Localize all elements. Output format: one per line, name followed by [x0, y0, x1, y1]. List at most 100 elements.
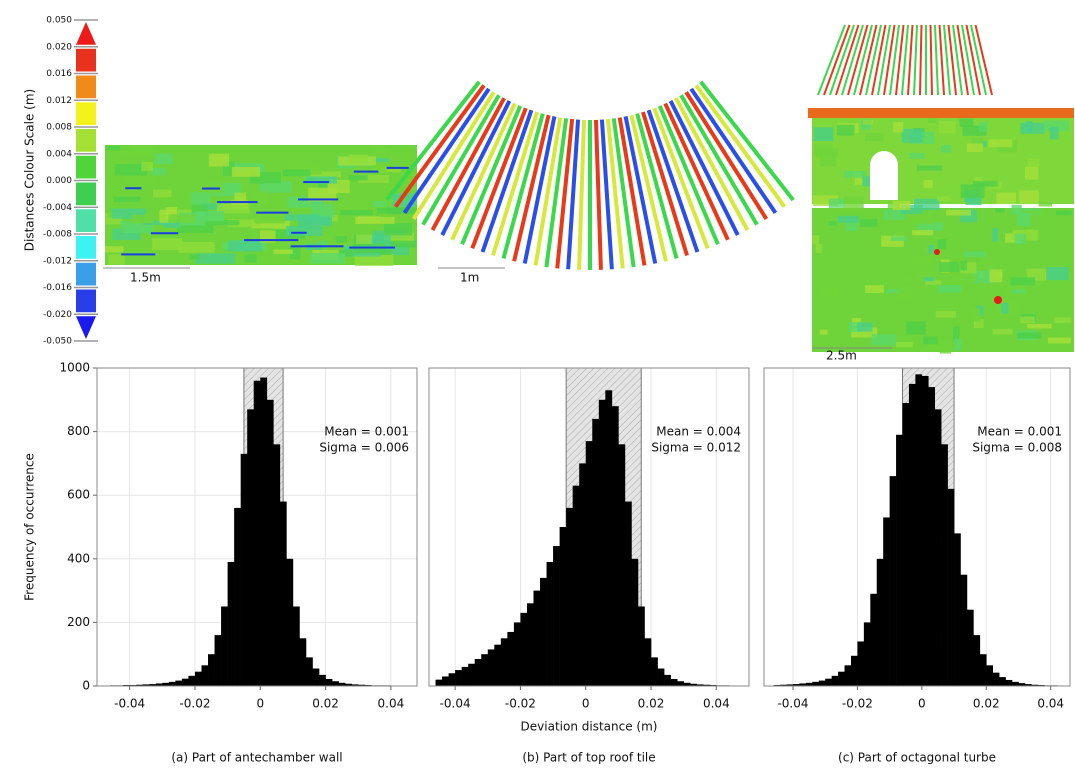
cloud-joint — [121, 253, 155, 255]
cloud-patch — [844, 196, 864, 209]
histogram-bar — [973, 635, 980, 686]
histogram-bar — [664, 675, 671, 686]
histogram-bar — [553, 546, 560, 686]
cloud-patch — [928, 118, 936, 123]
cloud-patch — [993, 329, 1013, 334]
roof-strip — [931, 25, 933, 95]
cloud-patch — [961, 261, 967, 271]
histogram-bar — [234, 508, 241, 686]
cloud-patch — [979, 122, 988, 132]
histogram-bar — [481, 654, 488, 686]
cloud-patch — [228, 240, 262, 251]
cloud-patch — [812, 235, 819, 244]
cloud-patch — [355, 217, 394, 224]
histogram-bar — [922, 376, 929, 686]
cloud-patch — [940, 341, 951, 354]
colour-scale-swatch — [76, 236, 96, 259]
cloud-patch — [244, 254, 256, 262]
cloud-patch — [891, 237, 906, 241]
cloud-patch — [837, 125, 855, 136]
histogram-bar — [280, 502, 287, 686]
histogram-bar — [319, 675, 326, 686]
cloud-patch — [829, 199, 844, 208]
histogram-bar — [870, 594, 877, 686]
histogram-bar — [527, 603, 534, 686]
cloud-patch — [923, 336, 938, 344]
roof-strip — [884, 25, 895, 95]
histogram-bar — [980, 654, 987, 686]
cloud-patch — [911, 256, 934, 264]
red-spot — [934, 249, 940, 255]
cloud-patch — [906, 322, 926, 335]
histogram-bar — [208, 654, 215, 686]
histogram-bar — [326, 679, 333, 686]
x-tick-label: 0.02 — [973, 697, 1000, 711]
x-axis-label: Deviation distance (m) — [521, 720, 658, 734]
histogram-bar — [501, 638, 508, 686]
cloud-patch — [903, 275, 911, 283]
bars — [774, 374, 1071, 686]
x-tick-label: 0 — [918, 697, 926, 711]
histogram-bar — [313, 669, 320, 686]
histogram-bar — [915, 374, 922, 686]
x-tick-label: 0.04 — [703, 697, 730, 711]
histogram-bar — [857, 641, 864, 686]
cloud-patch — [924, 180, 933, 188]
point-cloud-images — [105, 25, 1074, 354]
colour-scale-label: 0.000 — [46, 176, 72, 186]
panel-caption: (a) Part of antechamber wall — [171, 751, 342, 765]
cloud-patch — [132, 215, 154, 224]
cloud-patch — [310, 253, 345, 264]
histogram-bar — [592, 419, 599, 686]
x-tick-label: 0.04 — [1037, 697, 1064, 711]
histogram-bar — [260, 378, 267, 686]
cloud-patch — [177, 225, 213, 233]
histogram-bar — [864, 622, 871, 686]
colour-scale-swatch — [76, 290, 96, 313]
histogram-bar — [618, 444, 625, 686]
x-tick-label: 0.02 — [312, 697, 339, 711]
cloud-patch — [960, 118, 974, 126]
cloud-patch — [152, 238, 182, 250]
cloud-patch — [1028, 159, 1040, 168]
histogram-bar — [825, 679, 832, 686]
histogram-bar — [928, 387, 935, 686]
histogram-bar — [188, 676, 195, 686]
histogram-bar — [293, 607, 300, 687]
histogram-bar — [948, 489, 955, 686]
histogram-bar — [645, 638, 652, 686]
cloud-patch — [939, 262, 959, 272]
histogram-bar — [605, 390, 612, 686]
cloud-patch — [909, 153, 925, 159]
colour-scale-swatch — [76, 156, 96, 179]
histogram-bar — [941, 444, 948, 686]
histogram-bar — [195, 672, 202, 686]
cloud-patch — [967, 143, 983, 151]
cloud-patch — [893, 122, 903, 132]
histogram-bar — [462, 667, 469, 686]
cloud-patch — [1010, 277, 1035, 285]
cloud-patch — [923, 277, 934, 281]
cloud-patch — [816, 244, 822, 253]
colour-scale-arrow — [76, 22, 96, 45]
histogram-bar — [1012, 682, 1019, 686]
colour-scale-label: 0.020 — [46, 42, 72, 52]
roof-strip — [920, 25, 922, 95]
cloud-patch — [340, 210, 373, 215]
cloud-patch — [124, 225, 153, 233]
cloud-patch — [141, 162, 153, 171]
scale-bar-label: 1m — [460, 271, 479, 285]
histogram-bar — [267, 400, 274, 686]
panel-caption: (c) Part of octagonal turbe — [838, 751, 996, 765]
histogram-bar — [540, 578, 547, 686]
histogram-bar — [883, 517, 890, 686]
cloud-patch — [939, 121, 956, 133]
cloud-patch — [995, 208, 1005, 212]
histogram-bar — [579, 463, 586, 686]
colour-scale-label: -0.016 — [43, 283, 72, 293]
cloud-patch — [838, 216, 859, 223]
cloud-joint — [291, 245, 344, 247]
histogram-bar — [228, 562, 235, 686]
cloud-patch — [1054, 317, 1071, 323]
